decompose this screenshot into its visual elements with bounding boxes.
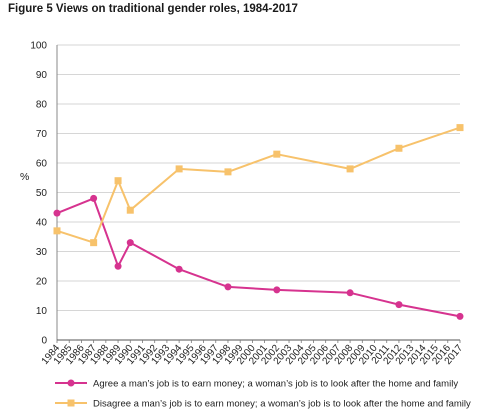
legend-item: Agree a man’s job is to earn money; a wo… (55, 379, 458, 390)
data-point (126, 206, 134, 214)
legend-marker (67, 379, 75, 387)
y-axis-label: % (20, 171, 29, 183)
data-point (53, 209, 61, 217)
legend: Agree a man’s job is to earn money; a wo… (55, 379, 471, 410)
data-point (273, 150, 281, 158)
y-tick-label: 40 (36, 218, 48, 229)
gridlines (57, 44, 460, 311)
chart-title: Figure 5 Views on traditional gender rol… (8, 3, 298, 15)
legend-marker (67, 399, 75, 407)
y-tick-label: 70 (36, 129, 48, 140)
data-point (90, 194, 98, 202)
y-tick-label: 50 (36, 188, 48, 199)
data-point (114, 262, 122, 270)
y-tick-label: 10 (36, 306, 48, 317)
y-tick-labels: 0 10 20 30 40 50 60 70 80 90 100 (30, 41, 47, 347)
y-tick-label: 90 (36, 70, 48, 81)
y-tick-label: 100 (30, 41, 47, 52)
data-point (90, 239, 98, 247)
series-2 (53, 124, 464, 247)
data-point (456, 124, 464, 132)
y-tick-label: 30 (36, 247, 48, 258)
y-tick-label: 0 (41, 336, 47, 347)
legend-item: Disagree a man’s job is to earn money; a… (55, 399, 471, 410)
data-point (346, 165, 354, 173)
data-point (224, 168, 232, 176)
data-point (126, 239, 134, 247)
series-line (56, 126, 461, 244)
data-point (395, 144, 403, 152)
y-tick-label: 60 (36, 159, 48, 170)
series-lines (53, 124, 464, 320)
x-tick-labels: 1984198519861987198819891990199119921993… (40, 343, 466, 367)
axes (56, 45, 461, 343)
series-1 (53, 194, 464, 320)
data-point (456, 312, 464, 320)
y-tick-label: 80 (36, 100, 48, 111)
legend-label: Agree a man’s job is to earn money; a wo… (93, 379, 458, 390)
data-point (53, 227, 61, 235)
data-point (114, 177, 122, 185)
y-tick-label: 20 (36, 277, 48, 288)
series-line (56, 197, 461, 318)
data-point (346, 289, 354, 297)
data-point (224, 283, 232, 291)
data-point (175, 265, 183, 273)
legend-label: Disagree a man’s job is to earn money; a… (93, 399, 471, 410)
data-point (273, 286, 281, 294)
data-point (395, 301, 403, 309)
data-point (175, 165, 183, 173)
